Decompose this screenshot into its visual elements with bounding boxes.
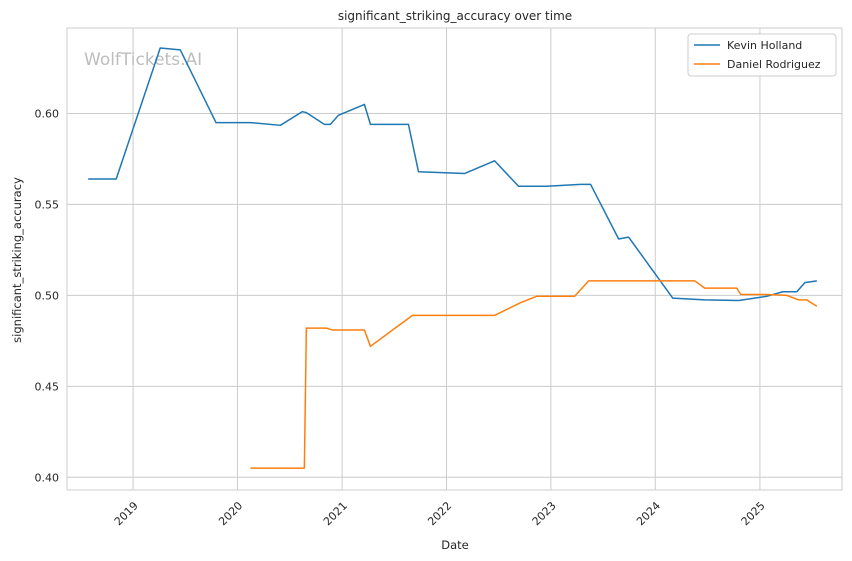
watermark-text: WolfTickets.AI — [84, 50, 202, 70]
series-line-daniel-rodriguez — [250, 280, 818, 469]
x-tick-label: 2023 — [530, 499, 559, 528]
x-axis-ticks: 2019 2020 2021 2022 2023 2024 2025 — [112, 499, 768, 528]
grid — [67, 28, 842, 490]
x-tick-label: 2021 — [321, 499, 350, 528]
chart-title: significant_striking_accuracy over time — [338, 9, 572, 23]
plot-area-frame — [66, 27, 843, 491]
y-tick-label: 0.55 — [35, 198, 60, 211]
y-tick-label: 0.60 — [35, 107, 60, 120]
legend-label-kevin-holland: Kevin Holland — [727, 39, 802, 52]
legend-label-daniel-rodriguez: Daniel Rodriguez — [727, 58, 821, 71]
x-tick-label: 2024 — [634, 499, 663, 528]
x-tick-label: 2020 — [216, 499, 245, 528]
x-tick-label: 2019 — [112, 499, 141, 528]
y-tick-label: 0.40 — [35, 471, 60, 484]
y-tick-label: 0.50 — [35, 289, 60, 302]
legend: Kevin Holland Daniel Rodriguez — [687, 33, 837, 77]
y-axis-title: significant_striking_accuracy — [10, 177, 24, 343]
series-line-kevin-holland — [88, 47, 817, 302]
y-tick-label: 0.45 — [35, 380, 60, 393]
x-tick-label: 2022 — [425, 499, 454, 528]
series-layer — [88, 47, 818, 469]
x-tick-label: 2025 — [739, 499, 768, 528]
x-axis-title: Date — [441, 538, 469, 552]
legend-box — [687, 33, 837, 77]
y-axis-ticks: 0.40 0.45 0.50 0.55 0.60 — [35, 107, 60, 484]
